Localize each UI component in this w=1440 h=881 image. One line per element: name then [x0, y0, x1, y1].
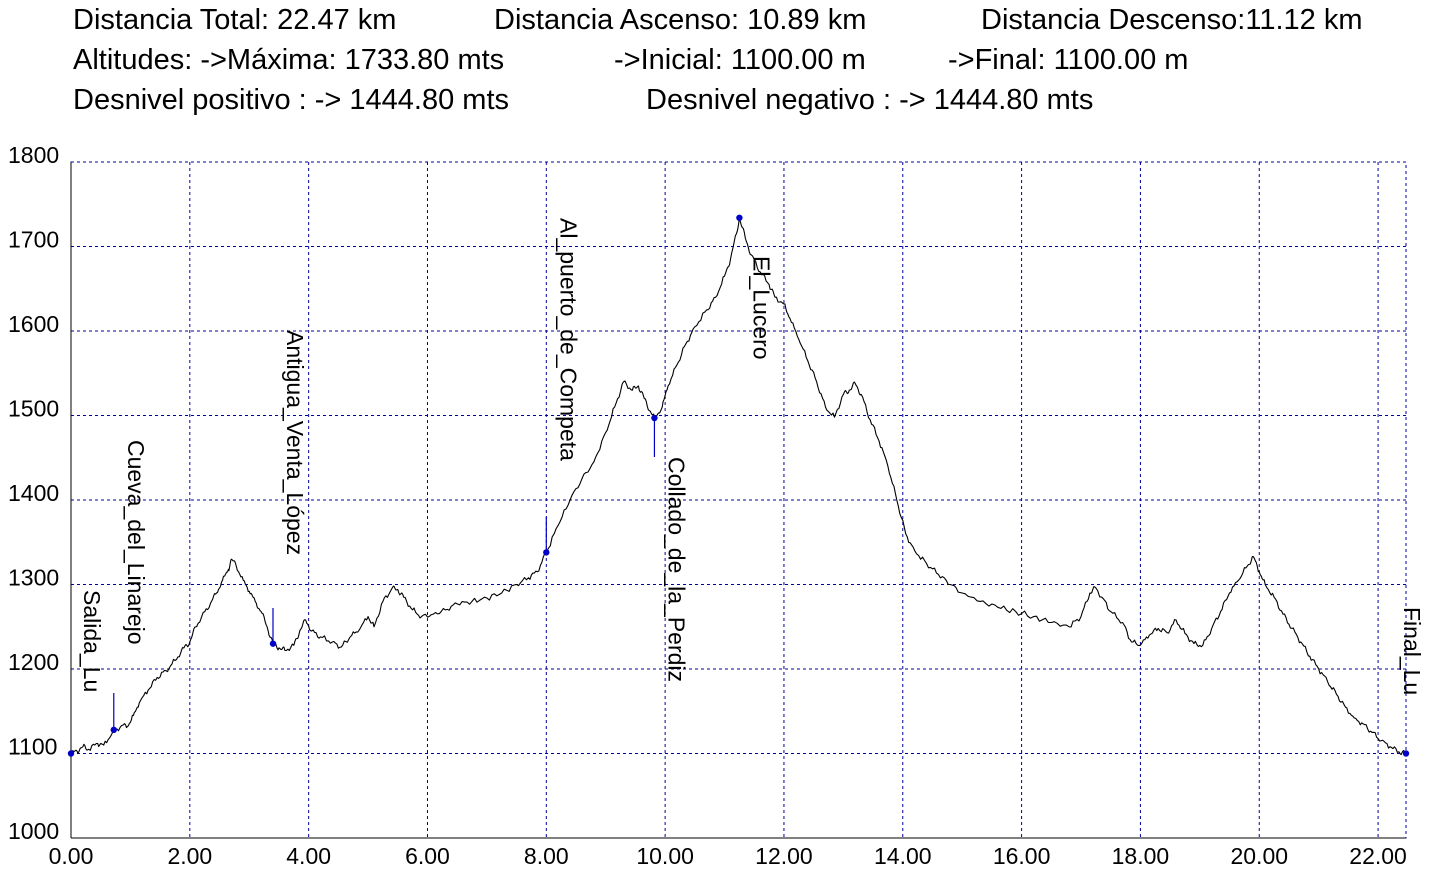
- initial-altitude: ->Inicial: 1100.00 m: [614, 44, 866, 76]
- x-tick-label: 4.00: [286, 843, 331, 869]
- waypoint-marker: [110, 726, 117, 734]
- waypoint-marker: [651, 414, 658, 422]
- waypoint-cueva-del-linarejo: Cueva_del_Linarejo: [110, 440, 149, 734]
- waypoint-antigua-venta-l-pez: Antigua_Venta_López: [269, 330, 308, 647]
- grid: [71, 162, 1406, 838]
- x-tick-label: 20.00: [1230, 843, 1288, 869]
- axes: [70, 161, 1407, 839]
- y-tick-label: 1400: [8, 480, 59, 506]
- x-tick-label: 18.00: [1112, 843, 1170, 869]
- waypoint-el-lucero: El_Lucero: [736, 214, 774, 360]
- y-tick-label: 1700: [8, 227, 59, 253]
- final-altitude: ->Final: 1100.00 m: [948, 44, 1189, 76]
- profile-line-group: [70, 217, 1407, 756]
- y-tick-label: 1300: [8, 565, 59, 591]
- waypoint-label: Collado_de_la_Perdiz: [663, 457, 689, 682]
- waypoint-final-lu: Final_Lu: [1399, 607, 1425, 757]
- y-tick-label: 1100: [8, 734, 57, 760]
- waypoint-label: Al_puerto_de_Competa: [555, 218, 581, 461]
- negative-elevation-gain: Desnivel negativo : -> 1444.80 mts: [646, 84, 1094, 116]
- waypoint-label: Antigua_Venta_López: [282, 330, 308, 555]
- waypoint-label: Final_Lu: [1399, 607, 1425, 695]
- waypoints: Salida_Lu Cueva_del_Linarejo Antigua_Venta…: [67, 214, 1425, 757]
- positive-elevation-gain: Desnivel positivo : -> 1444.80 mts: [73, 84, 510, 116]
- x-tick-label: 6.00: [405, 843, 450, 869]
- total-distance: Distancia Total: 22.47 km: [73, 4, 397, 36]
- x-tick-label: 0.00: [49, 843, 94, 869]
- elevation-profile-line: [70, 217, 1407, 756]
- waypoint-marker: [269, 640, 277, 647]
- waypoint-label: Cueva_del_Linarejo: [123, 440, 149, 645]
- x-tick-label: 2.00: [167, 843, 212, 869]
- ascent-distance: Distancia Ascenso: 10.89 km: [494, 4, 867, 36]
- x-tick-label: 8.00: [524, 843, 569, 869]
- waypoint-collado-de-la-perdiz: Collado_de_la_Perdiz: [651, 414, 689, 682]
- y-tick-label: 1200: [8, 649, 59, 675]
- waypoint-label: Salida_Lu: [79, 590, 105, 692]
- tick-labels: 0.00 2.00 4.00 6.00 8.00 10.00 12.00 14.00 16.00…: [8, 142, 1407, 869]
- waypoint-marker: [543, 549, 550, 556]
- route-stats: Distancia Total: 22.47 km Distancia Asce…: [0, 0, 1440, 130]
- waypoint-al-puerto-de-competa: Al_puerto_de_Competa: [543, 218, 581, 556]
- y-tick-label: 1800: [8, 142, 59, 168]
- y-tick-label: 1000: [8, 818, 59, 844]
- descent-distance: Distancia Descenso:11.12 km: [981, 4, 1363, 36]
- x-tick-label: 10.00: [636, 843, 694, 869]
- waypoint-marker: [1402, 750, 1410, 757]
- x-tick-label: 14.00: [874, 843, 932, 869]
- waypoint-marker: [67, 750, 75, 757]
- y-tick-label: 1600: [8, 311, 59, 337]
- y-tick-label: 1500: [8, 396, 59, 422]
- max-altitude: Altitudes: ->Máxima: 1733.80 mts: [73, 44, 505, 76]
- waypoint-salida-lu: Salida_Lu: [67, 590, 105, 757]
- waypoint-marker: [736, 214, 743, 221]
- x-tick-label: 16.00: [993, 843, 1051, 869]
- waypoint-label: El_Lucero: [748, 256, 774, 360]
- x-tick-label: 12.00: [755, 843, 813, 869]
- x-tick-label: 22.00: [1349, 843, 1407, 869]
